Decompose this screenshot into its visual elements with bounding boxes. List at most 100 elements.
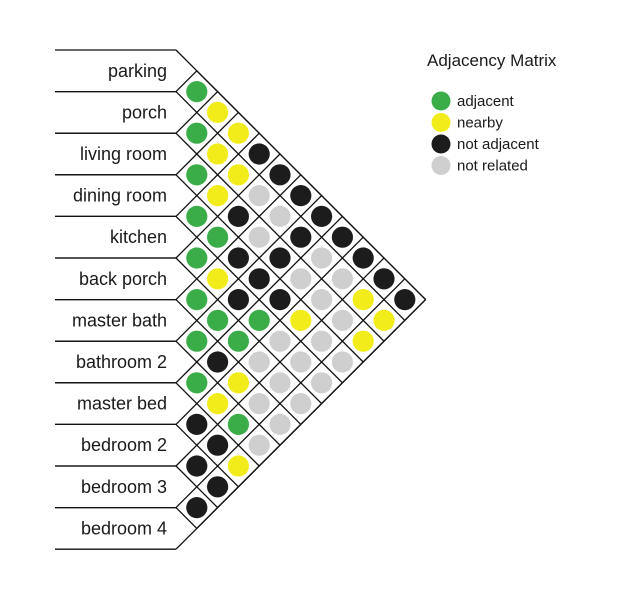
cell-living-room-bedroom-4-nearby xyxy=(352,330,374,352)
cell-living-room-kitchen-nearby xyxy=(207,185,229,207)
label-divider xyxy=(175,49,198,72)
grid-line xyxy=(196,278,406,488)
label-divider xyxy=(175,340,198,363)
cell-kitchen-back-porch-adjacent xyxy=(186,247,208,269)
label-divider xyxy=(175,361,198,384)
cell-porch-master-bath-not-related xyxy=(269,205,291,227)
cell-master-bath-bedroom-2-nearby xyxy=(227,372,249,394)
cell-parking-bathroom-2-not-adjacent xyxy=(311,205,333,227)
cell-porch-bathroom-2-not-adjacent xyxy=(290,226,312,248)
legend-label-not-adjacent: not adjacent xyxy=(457,136,540,153)
cell-parking-kitchen-not-adjacent xyxy=(248,143,270,165)
label-divider xyxy=(175,215,198,238)
room-label-dining-room: dining room xyxy=(73,186,167,206)
label-divider xyxy=(175,486,198,509)
room-label-bathroom-2: bathroom 2 xyxy=(76,352,167,372)
cell-bathroom-2-master-bed-adjacent xyxy=(186,372,208,394)
cell-master-bath-master-bed-not-adjacent xyxy=(207,351,229,373)
cell-kitchen-bedroom-3-not-related xyxy=(290,351,312,373)
room-label-master-bed: master bed xyxy=(77,394,167,414)
legend-swatch-not-related xyxy=(431,156,451,175)
cell-bedroom-3-bedroom-4-not-adjacent xyxy=(186,497,208,519)
cell-parking-master-bed-not-adjacent xyxy=(331,226,353,248)
grid-line xyxy=(196,174,302,280)
grid-line xyxy=(196,153,281,238)
cell-porch-living-room-adjacent xyxy=(186,122,208,144)
cell-porch-back-porch-not-related xyxy=(248,185,270,207)
label-divider xyxy=(175,444,198,467)
cell-porch-kitchen-nearby xyxy=(227,164,249,186)
label-divider xyxy=(175,111,198,134)
cell-parking-dining-room-nearby xyxy=(227,122,249,144)
label-divider xyxy=(175,132,198,155)
label-divider xyxy=(175,91,198,113)
cell-kitchen-master-bed-adjacent xyxy=(248,309,270,331)
label-divider xyxy=(175,195,198,217)
cell-master-bath-bathroom-2-adjacent xyxy=(186,330,208,352)
legend-title: Adjacency Matrix xyxy=(427,51,557,70)
grid-line xyxy=(196,236,343,384)
grid-line xyxy=(196,215,343,363)
room-label-master-bath: master bath xyxy=(72,310,167,330)
cell-master-bed-bedroom-4-nearby xyxy=(227,455,249,477)
cell-master-bath-bedroom-4-not-related xyxy=(269,413,291,435)
grid-outline xyxy=(196,299,427,529)
cell-back-porch-master-bed-adjacent xyxy=(227,330,249,352)
cell-kitchen-bedroom-2-not-related xyxy=(269,330,291,352)
cell-living-room-bedroom-2-not-related xyxy=(311,289,333,311)
grid-line xyxy=(196,486,219,509)
grid-line xyxy=(196,91,219,113)
grid-line xyxy=(196,236,364,405)
cell-parking-master-bath-not-adjacent xyxy=(290,185,312,207)
label-divider xyxy=(175,527,198,550)
legend-swatch-not-adjacent xyxy=(431,134,451,154)
room-label-back-porch: back porch xyxy=(79,269,167,289)
legend-label-nearby: nearby xyxy=(457,115,503,132)
label-divider xyxy=(175,257,198,280)
cell-kitchen-bedroom-4-not-related xyxy=(311,372,333,394)
cell-dining-room-back-porch-adjacent xyxy=(207,226,229,248)
cell-porch-bedroom-4-nearby xyxy=(373,309,395,331)
cell-parking-porch-adjacent xyxy=(186,81,208,103)
grid-line xyxy=(196,132,260,197)
room-label-bedroom-3: bedroom 3 xyxy=(81,477,167,497)
cell-living-room-master-bath-not-related xyxy=(248,226,270,248)
matrix-cells xyxy=(186,81,416,519)
cell-kitchen-master-bath-nearby xyxy=(207,268,229,290)
grid-line xyxy=(196,257,385,446)
cell-dining-room-bathroom-2-not-adjacent xyxy=(248,268,270,290)
cell-dining-room-bedroom-4-not-related xyxy=(331,351,353,373)
cell-parking-bedroom-3-not-adjacent xyxy=(373,268,395,290)
legend-swatch-adjacent xyxy=(431,91,451,111)
cell-dining-room-bedroom-2-nearby xyxy=(290,309,312,331)
cell-bathroom-2-bedroom-2-nearby xyxy=(207,393,229,415)
cell-parking-bedroom-4-not-adjacent xyxy=(394,289,416,311)
label-divider xyxy=(175,403,198,425)
label-divider xyxy=(175,236,198,259)
cell-bedroom-2-bedroom-4-not-adjacent xyxy=(207,476,229,498)
cell-master-bath-bedroom-3-not-related xyxy=(248,393,270,415)
grid-line xyxy=(196,319,302,425)
label-divider xyxy=(175,70,198,93)
cell-back-porch-bedroom-3-not-related xyxy=(269,372,291,394)
grid-outline xyxy=(196,70,427,301)
cell-porch-master-bed-not-related xyxy=(311,247,333,269)
room-label-bedroom-4: bedroom 4 xyxy=(81,518,167,538)
label-divider xyxy=(175,423,198,446)
cell-back-porch-bathroom-2-adjacent xyxy=(207,309,229,331)
legend: adjacent nearby not adjacent not related xyxy=(431,91,540,175)
cell-dining-room-master-bed-not-adjacent xyxy=(269,289,291,311)
cell-porch-bedroom-3-nearby xyxy=(352,289,374,311)
legend-swatch-nearby xyxy=(431,113,451,132)
room-label-panel: parking porch living room dining room kitche… xyxy=(55,49,198,550)
legend-label-not-related: not related xyxy=(457,158,528,175)
cell-living-room-bedroom-3-not-related xyxy=(331,309,353,331)
room-label-porch: porch xyxy=(122,102,167,122)
cell-living-room-dining-room-adjacent xyxy=(186,164,208,186)
label-divider xyxy=(175,507,198,529)
cell-master-bed-bedroom-3-not-adjacent xyxy=(207,434,229,456)
label-divider xyxy=(175,174,198,197)
cell-bathroom-2-bedroom-4-not-related xyxy=(248,434,270,456)
cell-dining-room-kitchen-adjacent xyxy=(186,205,208,227)
